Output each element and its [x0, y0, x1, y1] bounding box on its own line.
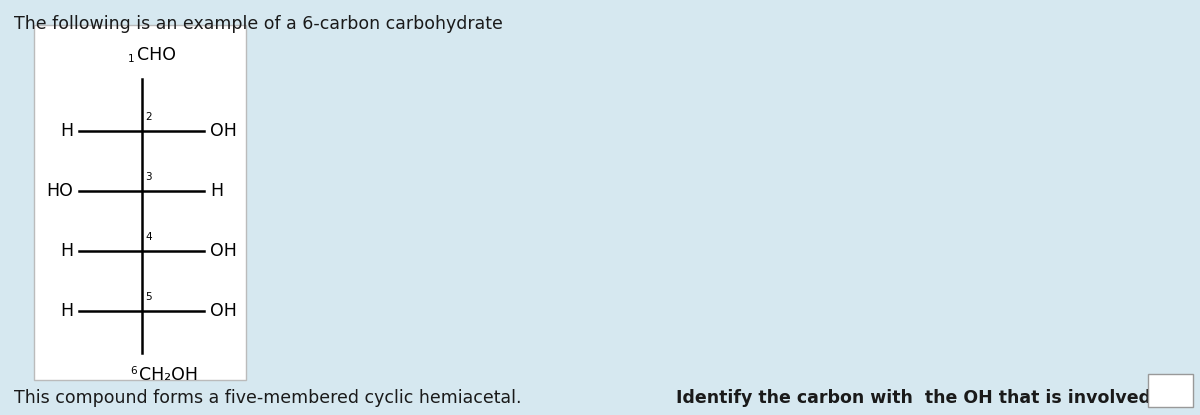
Text: H: H: [60, 302, 73, 320]
Text: OH: OH: [210, 302, 236, 320]
Bar: [1147, 374, 1194, 407]
Bar: [34, 25, 246, 380]
Text: H: H: [60, 242, 73, 260]
Text: The following is an example of a 6-carbon carbohydrate: The following is an example of a 6-carbo…: [14, 15, 503, 32]
Text: CHO: CHO: [137, 46, 175, 64]
Text: 2: 2: [145, 112, 152, 122]
Text: 1: 1: [127, 54, 134, 64]
Text: HO: HO: [47, 182, 73, 200]
Text: OH: OH: [210, 122, 236, 140]
Text: H: H: [210, 182, 223, 200]
Text: 5: 5: [145, 292, 152, 302]
Text: 4: 4: [145, 232, 152, 242]
Text: CH₂OH: CH₂OH: [139, 366, 198, 384]
Text: OH: OH: [210, 242, 236, 260]
Text: This compound forms a five-membered cyclic hemiacetal.: This compound forms a five-membered cycl…: [14, 389, 528, 408]
Text: 3: 3: [145, 172, 152, 182]
Text: 6: 6: [130, 366, 137, 376]
Text: Identify the carbon with  the OH that is involved?: Identify the carbon with the OH that is …: [677, 389, 1162, 408]
Text: H: H: [60, 122, 73, 140]
